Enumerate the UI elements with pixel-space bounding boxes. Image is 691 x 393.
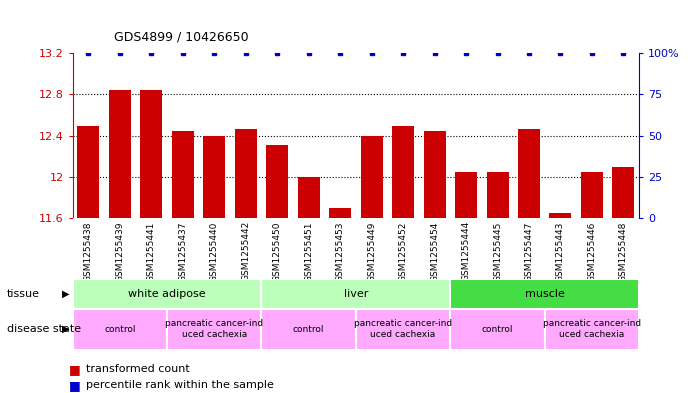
- Text: GSM1255438: GSM1255438: [84, 221, 93, 282]
- Text: GSM1255454: GSM1255454: [430, 221, 439, 281]
- Text: control: control: [293, 325, 324, 334]
- Text: GSM1255440: GSM1255440: [209, 221, 219, 281]
- Text: GSM1255449: GSM1255449: [367, 221, 376, 281]
- Bar: [73, 309, 167, 350]
- Text: GSM1255439: GSM1255439: [115, 221, 124, 282]
- Bar: [261, 279, 451, 309]
- Text: GSM1255446: GSM1255446: [587, 221, 596, 281]
- Bar: [298, 177, 320, 218]
- Bar: [581, 172, 603, 218]
- Bar: [361, 136, 383, 218]
- Text: percentile rank within the sample: percentile rank within the sample: [86, 380, 274, 390]
- Bar: [235, 129, 257, 218]
- Bar: [486, 172, 509, 218]
- Text: GSM1255452: GSM1255452: [399, 221, 408, 281]
- Text: ▶: ▶: [61, 289, 69, 299]
- Bar: [545, 309, 639, 350]
- Text: pancreatic cancer-ind
uced cachexia: pancreatic cancer-ind uced cachexia: [354, 320, 452, 339]
- Text: GSM1255441: GSM1255441: [146, 221, 155, 281]
- Bar: [518, 129, 540, 218]
- Text: GSM1255445: GSM1255445: [493, 221, 502, 281]
- Text: GSM1255443: GSM1255443: [556, 221, 565, 281]
- Text: pancreatic cancer-ind
uced cachexia: pancreatic cancer-ind uced cachexia: [543, 320, 641, 339]
- Text: muscle: muscle: [524, 289, 565, 299]
- Bar: [451, 279, 639, 309]
- Text: GSM1255451: GSM1255451: [304, 221, 313, 282]
- Bar: [140, 90, 162, 218]
- Bar: [203, 136, 225, 218]
- Text: GSM1255453: GSM1255453: [336, 221, 345, 282]
- Text: GSM1255442: GSM1255442: [241, 221, 250, 281]
- Bar: [392, 126, 414, 218]
- Text: liver: liver: [343, 289, 368, 299]
- Bar: [167, 309, 261, 350]
- Bar: [612, 167, 634, 218]
- Text: GSM1255437: GSM1255437: [178, 221, 187, 282]
- Text: GDS4899 / 10426650: GDS4899 / 10426650: [114, 30, 249, 43]
- Bar: [424, 131, 446, 218]
- Bar: [171, 131, 193, 218]
- Bar: [108, 90, 131, 218]
- Text: ▶: ▶: [61, 324, 69, 334]
- Text: disease state: disease state: [7, 324, 81, 334]
- Bar: [329, 208, 351, 218]
- Bar: [77, 126, 100, 218]
- Text: transformed count: transformed count: [86, 364, 190, 375]
- Bar: [455, 172, 477, 218]
- Text: GSM1255447: GSM1255447: [524, 221, 533, 281]
- Text: control: control: [104, 325, 135, 334]
- Text: tissue: tissue: [7, 289, 40, 299]
- Text: ■: ■: [69, 363, 81, 376]
- Bar: [261, 309, 356, 350]
- Text: control: control: [482, 325, 513, 334]
- Text: pancreatic cancer-ind
uced cachexia: pancreatic cancer-ind uced cachexia: [165, 320, 263, 339]
- Text: GSM1255448: GSM1255448: [619, 221, 628, 281]
- Text: ■: ■: [69, 378, 81, 392]
- Text: GSM1255444: GSM1255444: [462, 221, 471, 281]
- Bar: [73, 279, 261, 309]
- Text: white adipose: white adipose: [128, 289, 206, 299]
- Bar: [549, 213, 571, 218]
- Bar: [266, 145, 288, 218]
- Bar: [451, 309, 545, 350]
- Text: GSM1255450: GSM1255450: [273, 221, 282, 282]
- Bar: [356, 309, 451, 350]
